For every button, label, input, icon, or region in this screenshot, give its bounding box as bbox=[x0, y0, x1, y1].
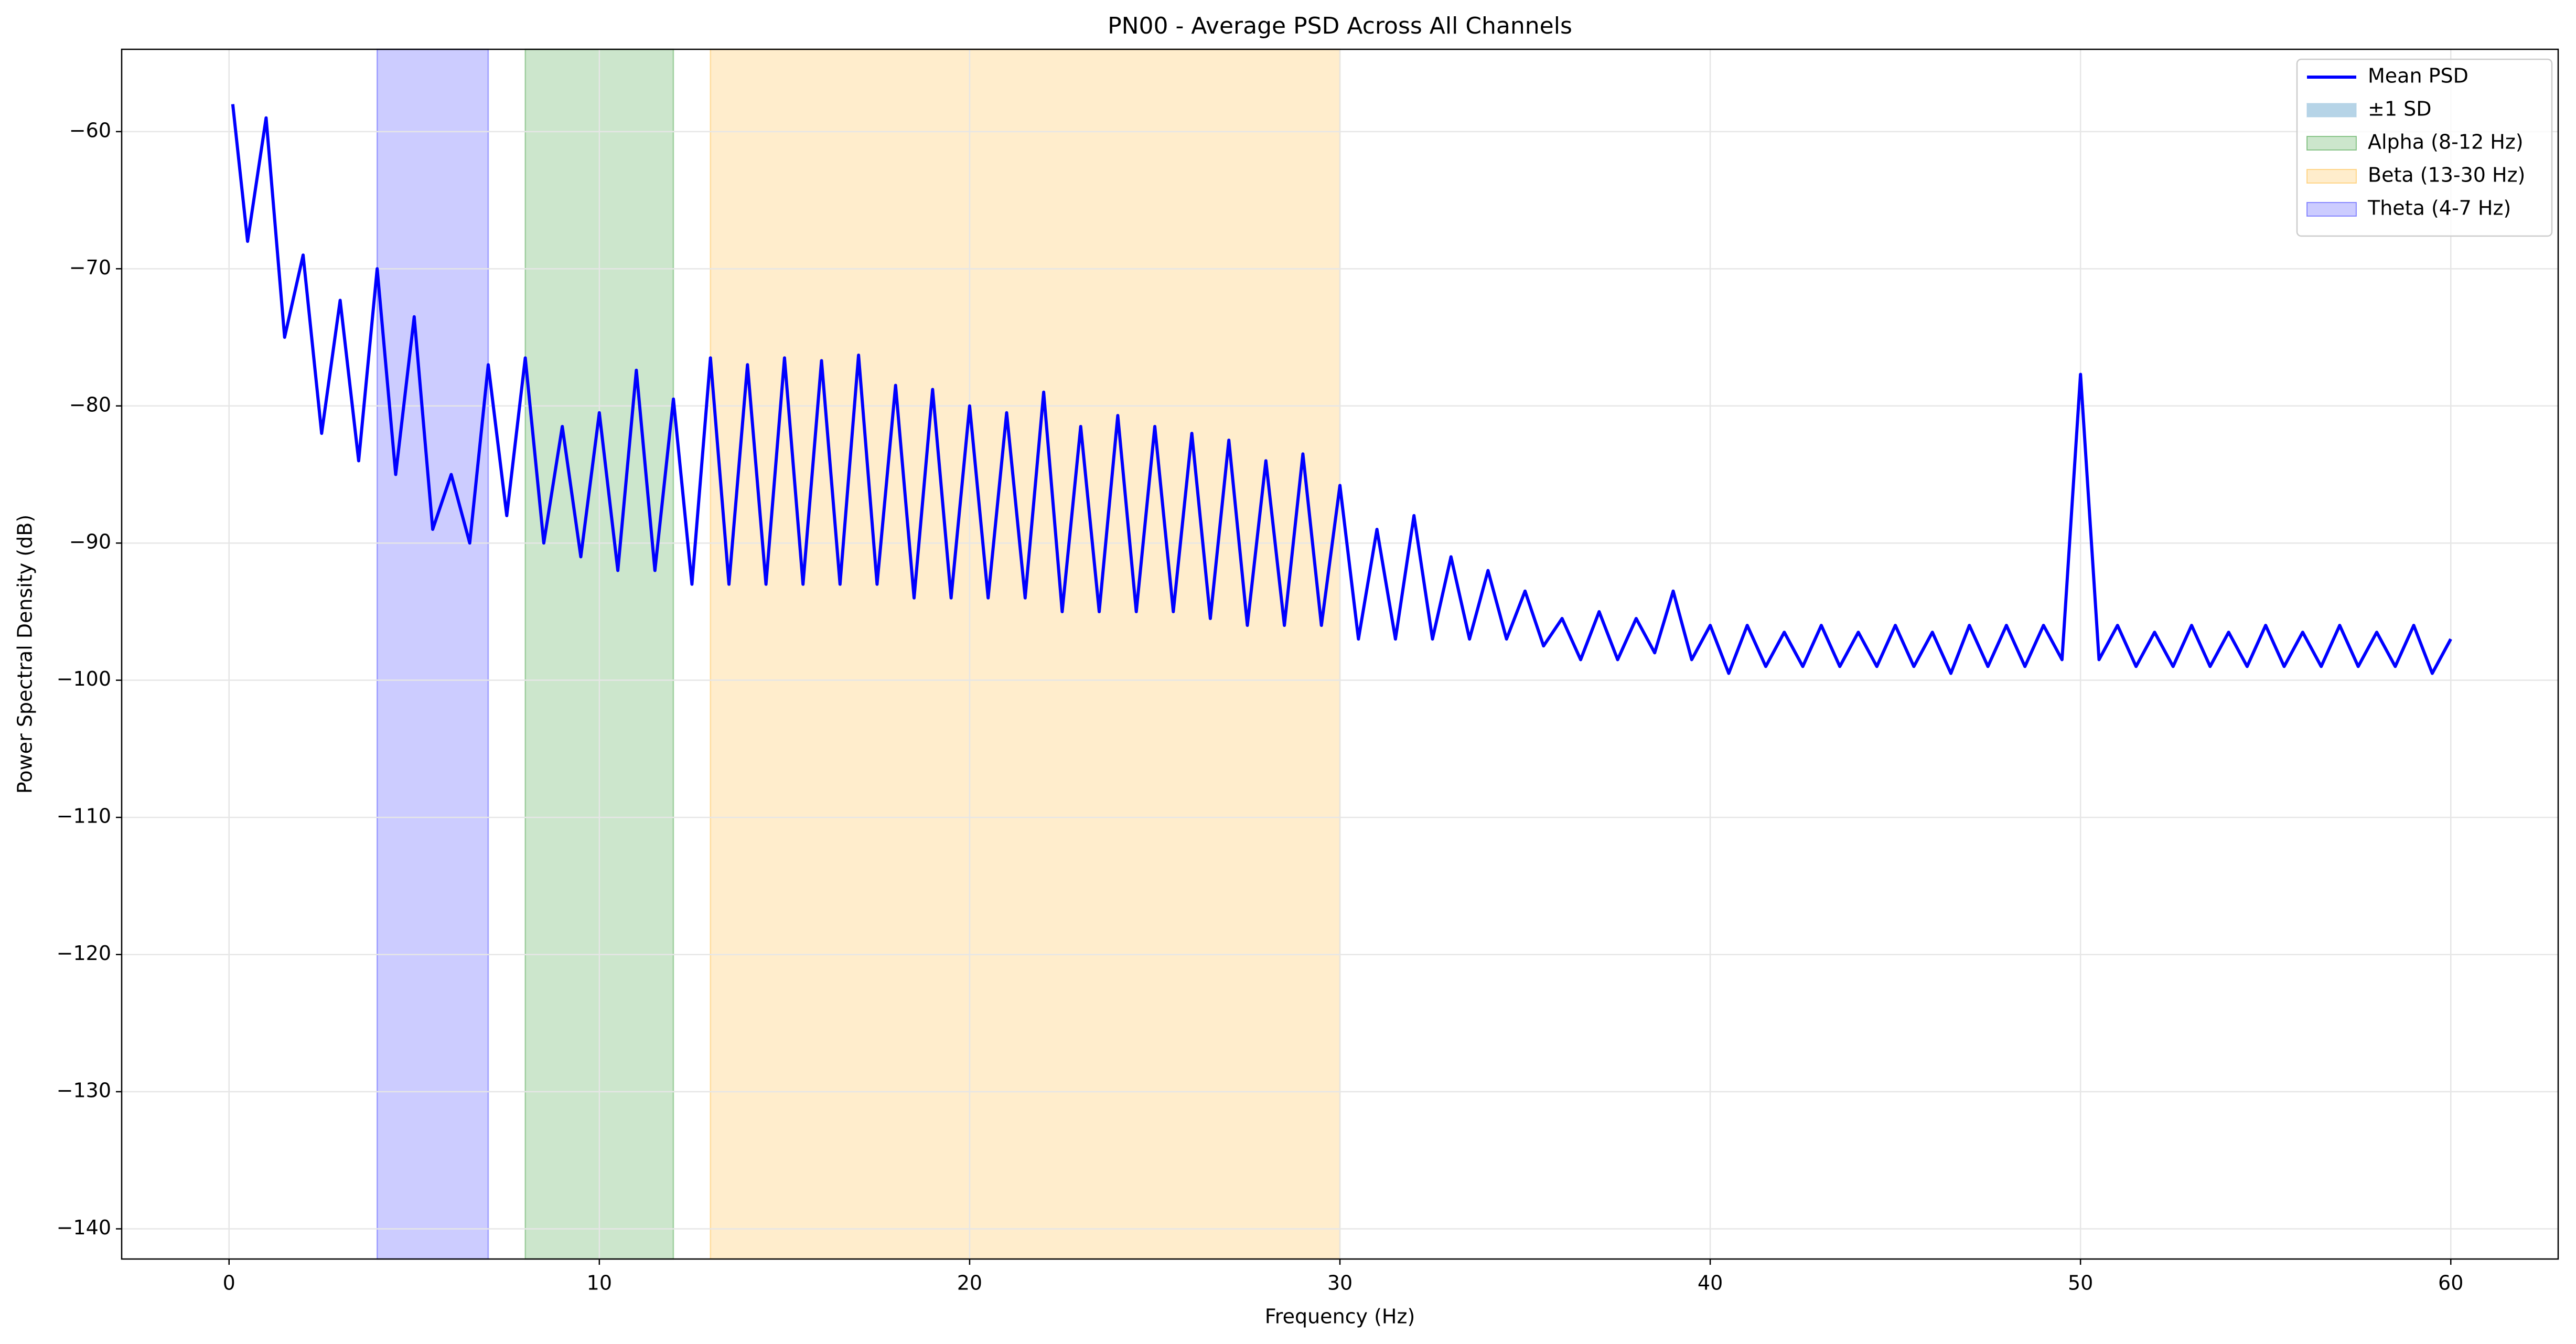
x-tick-label: 50 bbox=[2068, 1272, 2093, 1295]
frequency-band bbox=[376, 48, 489, 1260]
x-tick-label: 0 bbox=[223, 1272, 235, 1295]
y-tick-label: −80 bbox=[69, 393, 111, 416]
chart-title: PN00 - Average PSD Across All Channels bbox=[1108, 13, 1572, 39]
y-tick-label: −70 bbox=[69, 256, 111, 279]
y-tick-label: −120 bbox=[57, 942, 111, 965]
legend-label: Beta (13-30 Hz) bbox=[2368, 164, 2525, 187]
x-tick-label: 40 bbox=[1698, 1272, 1723, 1295]
x-tick-label: 10 bbox=[587, 1272, 612, 1295]
y-tick-label: −100 bbox=[57, 667, 111, 690]
legend-label: Alpha (8-12 Hz) bbox=[2368, 131, 2524, 154]
x-tick-label: 30 bbox=[1327, 1272, 1353, 1295]
legend-label: Mean PSD bbox=[2368, 65, 2468, 88]
psd-line bbox=[231, 104, 2452, 675]
y-tick-label: −130 bbox=[57, 1079, 111, 1102]
y-axis-label: Power Spectral Density (dB) bbox=[14, 515, 37, 794]
y-tick-label: −140 bbox=[57, 1216, 111, 1239]
y-tick-label: −60 bbox=[69, 119, 111, 142]
y-tick-label: −90 bbox=[69, 530, 111, 553]
legend-label: ±1 SD bbox=[2368, 98, 2431, 121]
legend-patch bbox=[2306, 136, 2357, 151]
legend-box bbox=[2296, 58, 2553, 237]
legend: Mean PSD ±1 SD Alpha (8-12 Hz) Beta (13-30 … bbox=[2296, 58, 2553, 237]
legend-patch bbox=[2306, 169, 2357, 184]
legend-patch bbox=[2306, 103, 2357, 118]
x-tick-label: 60 bbox=[2438, 1272, 2463, 1295]
frequency-band bbox=[710, 48, 1341, 1260]
legend-label: Theta (4-7 Hz) bbox=[2367, 197, 2511, 220]
legend-patch bbox=[2306, 202, 2357, 217]
plot-frame bbox=[121, 48, 2559, 1260]
x-axis-label: Frequency (Hz) bbox=[1265, 1305, 1415, 1328]
x-tick-label: 20 bbox=[957, 1272, 982, 1295]
y-tick-label: −110 bbox=[57, 805, 111, 828]
